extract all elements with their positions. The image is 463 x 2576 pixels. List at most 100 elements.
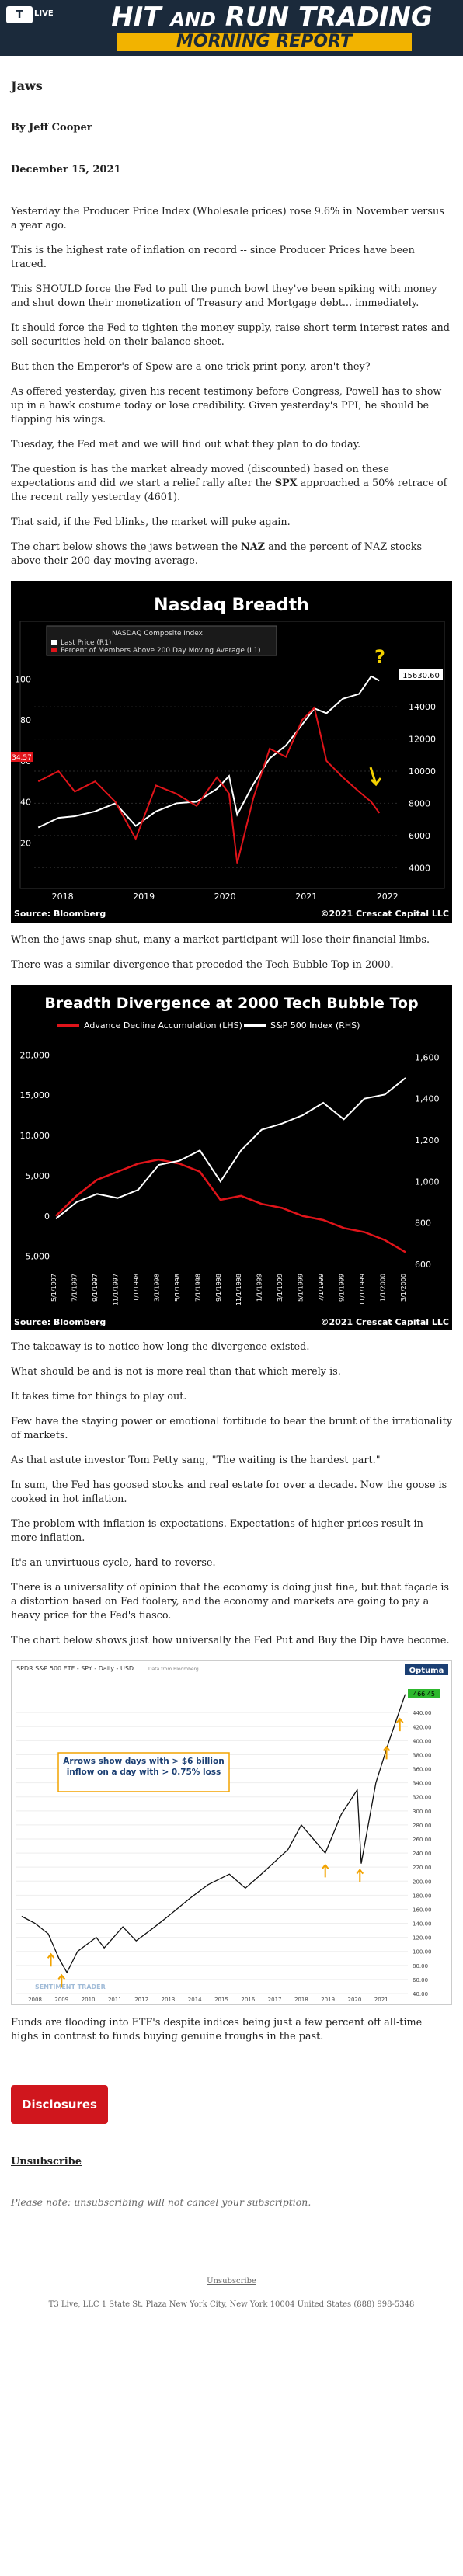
chart1-right-tick: 4000 xyxy=(409,863,430,873)
chart2-credit: ©2021 Crescat Capital LLC xyxy=(321,1317,450,1327)
chart1-price-line xyxy=(37,675,380,829)
chart2-x-tick: 9/1/1998 xyxy=(215,1274,222,1302)
chart3-header-sub: Data from Bloomberg xyxy=(148,1667,199,1672)
chart3-up-arrow-icon xyxy=(47,1952,55,1967)
paragraph: What should be and is not is more real t… xyxy=(11,1366,341,1378)
chart1-last-price-tag xyxy=(399,669,443,680)
chart2-left-axis: 20,000 15,000 10,000 5,000 0 -5,000 xyxy=(20,1050,50,1261)
chart2-left-tick: 5,000 xyxy=(26,1171,50,1181)
paragraph: This SHOULD force the Fed to pull the pu… xyxy=(11,283,437,309)
ticker-spx: SPX xyxy=(274,478,298,489)
logo-sub-text: LIVE xyxy=(34,9,54,18)
chart3-right-tick: 40.00 xyxy=(413,1991,428,1997)
chart3-right-tick: 280.00 xyxy=(413,1823,432,1829)
chart2-ad-line xyxy=(55,1158,406,1253)
footer-unsubscribe-link[interactable]: Unsubscribe xyxy=(207,2277,256,2286)
chart3-arrows xyxy=(47,1717,404,1988)
chart3-right-tick: 340.00 xyxy=(413,1781,432,1787)
chart3-right-tick: 260.00 xyxy=(413,1837,432,1843)
chart3-right-tick: 200.00 xyxy=(413,1879,432,1885)
chart3-right-tick: 320.00 xyxy=(413,1795,432,1801)
chart2-x-tick: 3/1/2000 xyxy=(400,1274,407,1302)
unsubscribe-note: Please note: unsubscribing will not canc… xyxy=(11,2196,312,2208)
chart3-right-tick: 100.00 xyxy=(413,1949,432,1955)
paragraph: Few have the staying power or emotional … xyxy=(11,1416,452,1441)
chart1-x-tick: 2020 xyxy=(214,892,236,902)
chart1-x-tick: 2019 xyxy=(133,892,155,902)
paragraph: It takes time for things to play out. xyxy=(11,1391,187,1403)
footer-address: T3 Live, LLC 1 State St. Plaza New York … xyxy=(48,2300,415,2309)
banner-title: HIT AND RUN TRADING xyxy=(85,2,458,35)
chart1-right-axis: 14000 12000 10000 8000 6000 4000 xyxy=(34,702,436,873)
chart3-right-tick: 160.00 xyxy=(413,1907,432,1913)
chart1-right-tick: 12000 xyxy=(409,735,436,745)
chart3-x-tick: 2021 xyxy=(374,1997,388,2003)
chart3-right-tick: 240.00 xyxy=(413,1851,432,1857)
chart2-spx-line xyxy=(55,1077,406,1220)
chart1-left-last-label: 34.57 xyxy=(12,754,32,762)
chart3-x-tick: 2013 xyxy=(162,1997,176,2003)
chart3-x-tick: 2014 xyxy=(188,1997,202,2003)
chart2-right-axis: 1,600 1,400 1,200 1,000 800 600 xyxy=(415,1052,440,1270)
chart2-x-tick: 5/1/1998 xyxy=(174,1274,181,1302)
paragraph: That said, if the Fed blinks, the market… xyxy=(11,516,291,528)
chart3-right-tick: 180.00 xyxy=(413,1893,432,1899)
chart3-up-arrow-icon xyxy=(395,1717,404,1732)
chart1-last-price-label: 15630.60 xyxy=(402,672,440,680)
chart2-x-tick: 1/1/1998 xyxy=(133,1274,140,1302)
chart2-left-tick: 20,000 xyxy=(20,1050,50,1060)
chart2-left-tick: 15,000 xyxy=(20,1090,50,1100)
chart2-left-tick: 10,000 xyxy=(20,1131,50,1141)
chart2-x-tick: 3/1/1999 xyxy=(277,1274,284,1302)
footer: Unsubscribe T3 Live, LLC 1 State St. Pla… xyxy=(11,2275,452,2312)
chart2-legend-swatch-ad xyxy=(57,1024,79,1027)
banner-subtitle: MORNING REPORT xyxy=(117,33,412,51)
chart2-legend-spx: S&P 500 Index (RHS) xyxy=(270,1020,360,1031)
chart1-legend-title: NASDAQ Composite Index xyxy=(112,630,204,638)
chart2-x-tick: 11/1/1999 xyxy=(359,1274,366,1305)
chart3-x-tick: 2020 xyxy=(348,1997,362,2003)
paragraph: Yesterday the Producer Price Index (Whol… xyxy=(11,206,444,231)
paragraph: As offered yesterday, given his recent t… xyxy=(11,386,442,426)
paragraph: This is the highest rate of inflation on… xyxy=(11,245,415,270)
paragraph: The problem with inflation is expectatio… xyxy=(11,1518,423,1544)
logo-letter: T xyxy=(16,9,23,21)
chart3-annotation-box xyxy=(57,1752,230,1792)
chart2-right-tick: 1,200 xyxy=(415,1135,440,1145)
breadth-divergence-svg: Breadth Divergence at 2000 Tech Bubble T… xyxy=(14,995,450,1327)
chart3-up-arrow-icon xyxy=(57,1973,66,1988)
chart2-left-tick: -5,000 xyxy=(23,1252,50,1262)
chart3-x-tick: 2017 xyxy=(268,1997,282,2003)
chart1-x-tick: 2022 xyxy=(377,892,399,902)
chart2-x-tick: 11/1/1998 xyxy=(235,1274,242,1305)
breadth-divergence-chart: Breadth Divergence at 2000 Tech Bubble T… xyxy=(11,985,452,1330)
chart3-up-arrow-icon xyxy=(321,1863,329,1878)
disclosures-button[interactable]: Disclosures xyxy=(11,2085,108,2124)
chart1-question-mark: ? xyxy=(374,646,385,668)
chart3-right-tick: 420.00 xyxy=(413,1724,432,1730)
banner-title-b: AND xyxy=(170,9,216,30)
text-run: The question is has the market already m… xyxy=(11,464,389,489)
chart1-credit: ©2021 Crescat Capital LLC xyxy=(321,909,450,919)
unsubscribe-link[interactable]: Unsubscribe xyxy=(11,2156,82,2168)
chart2-x-tick: 7/1/1999 xyxy=(318,1274,325,1302)
text-run: approached a 50% retrace of the recent r… xyxy=(11,478,447,503)
chart1-left-tick: 20 xyxy=(20,838,31,848)
chart3-up-arrow-icon xyxy=(382,1745,391,1760)
chart3-x-tick: 2019 xyxy=(321,1997,335,2003)
chart1-legend-swatch-pct xyxy=(51,648,57,652)
chart2-x-tick: 7/1/1997 xyxy=(71,1274,78,1302)
chart2-x-tick: 9/1/1997 xyxy=(92,1274,99,1302)
chart1-x-tick: 2018 xyxy=(52,892,74,902)
chart2-right-tick: 1,600 xyxy=(415,1052,440,1062)
chart1-down-arrow-icon xyxy=(369,767,382,787)
chart2-x-tick: 11/1/1997 xyxy=(112,1274,119,1305)
article-date: December 15, 2021 xyxy=(11,164,121,176)
chart3-x-tick: 2008 xyxy=(28,1997,42,2003)
email-body: T LIVE HIT AND RUN TRADING MORNING REPOR… xyxy=(0,0,463,2312)
chart1-right-tick: 8000 xyxy=(409,798,430,808)
chart2-source: Source: Bloomberg xyxy=(14,1317,106,1327)
paragraph: There is a universality of opinion that … xyxy=(11,1582,449,1622)
spy-etf-svg: SPDR S&P 500 ETF - SPY - Daily - USD Dat… xyxy=(16,1664,448,2003)
chart1-left-tick: 80 xyxy=(20,715,31,725)
